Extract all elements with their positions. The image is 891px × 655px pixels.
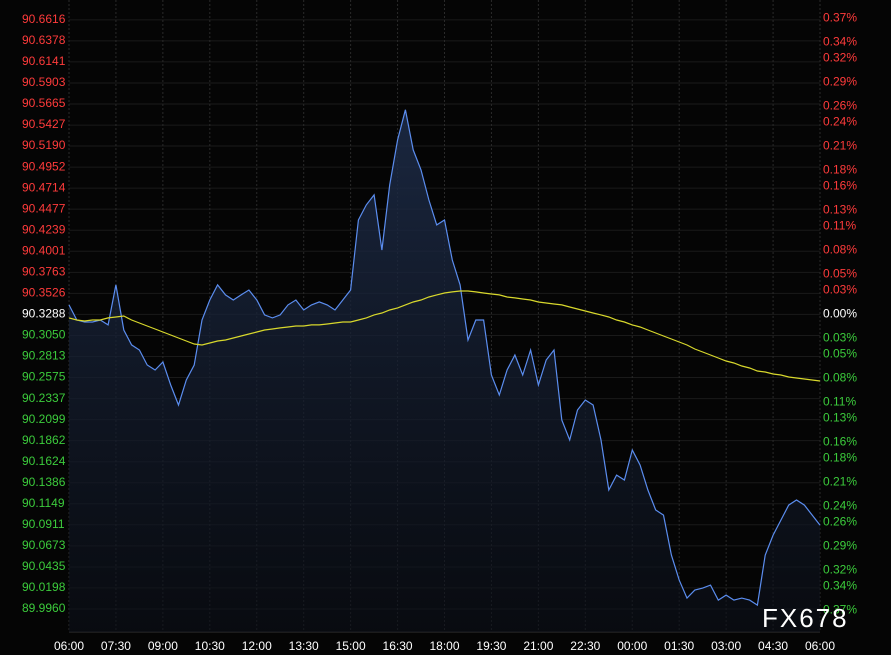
y2-tick-label: 0.29% [823,75,857,89]
y-tick-label: 90.0673 [22,538,66,552]
x-tick-label: 22:30 [570,639,600,653]
y2-tick-label: 0.21% [823,475,857,489]
line [68,290,821,382]
y-tick-label: 90.6616 [22,12,66,26]
y2-tick-label: 0.03% [823,331,857,345]
y2-tick-label: 0.05% [823,347,857,361]
y-tick-label: 90.5665 [22,96,66,110]
y-tick-label: 90.3763 [22,265,66,279]
y-tick-label: 90.6141 [22,54,66,68]
y-tick-label: 90.5903 [22,75,66,89]
y2-tick-label: 0.37% [823,603,857,617]
y2-tick-label: 0.18% [823,163,857,177]
x-tick-label: 06:00 [54,639,84,653]
y2-tick-label: 0.08% [823,371,857,385]
y-tick-label: 90.0911 [22,517,65,531]
y-tick-label: 90.1624 [22,454,66,468]
y2-tick-label: 0.32% [823,51,857,65]
y-tick-label: 90.2813 [22,349,66,363]
y-tick-label: 90.2099 [22,412,66,426]
x-tick-label: 07:30 [101,639,131,653]
y2-tick-label: 0.37% [823,11,857,25]
y-tick-label: 90.2337 [22,391,66,405]
y-tick-label: 90.2575 [22,370,66,384]
y-tick-label: 90.4952 [22,159,66,173]
y-tick-label: 90.4001 [22,243,66,257]
x-tick-label: 06:00 [805,639,835,653]
y2-tick-label: 0.32% [823,563,857,577]
x-tick-label: 03:00 [711,639,741,653]
y-tick-label: 90.1862 [22,433,66,447]
y2-tick-label: 0.13% [823,411,857,425]
y-tick-label: 90.0198 [22,580,66,594]
y2-tick-label: 0.16% [823,179,857,193]
y2-tick-label: 0.13% [823,203,857,217]
x-tick-label: 16:30 [383,639,413,653]
x-tick-label: 12:00 [242,639,272,653]
area [69,109,820,633]
y2-tick-label: 0.16% [823,435,857,449]
y2-tick-label: 0.29% [823,539,857,553]
y-tick-label: 90.5427 [22,117,66,131]
x-tick-label: 09:00 [148,639,178,653]
line [68,109,821,607]
y-tick-label: 90.3526 [22,286,66,300]
x-tick-label: 00:00 [617,639,647,653]
y-tick-label: 90.5190 [22,138,66,152]
y2-tick-label: 0.11% [823,219,856,233]
x-tick-label: 19:30 [476,639,506,653]
y2-tick-label: 0.00% [823,307,857,321]
y2-tick-label: 0.11% [823,395,856,409]
y2-tick-label: 0.18% [823,451,857,465]
y-tick-label: 90.4714 [22,180,66,194]
y-tick-label: 90.4477 [22,201,66,215]
x-tick-label: 18:00 [429,639,459,653]
y-tick-label: 90.4239 [22,222,66,236]
y2-tick-label: 0.26% [823,99,857,113]
y2-tick-label: 0.21% [823,139,857,153]
y2-tick-label: 0.08% [823,243,857,257]
y2-tick-label: 0.34% [823,35,857,49]
x-tick-label: 10:30 [195,639,225,653]
watermark: FX678 [762,603,849,633]
y2-tick-label: 0.24% [823,499,857,513]
x-tick-label: 04:30 [758,639,788,653]
y-tick-label: 90.0435 [22,559,66,573]
x-tick-label: 15:00 [336,639,366,653]
y-tick-label: 90.6378 [22,33,66,47]
y2-tick-label: 0.24% [823,115,857,129]
x-tick-label: 21:00 [523,639,553,653]
y-tick-label: 90.3050 [22,328,66,342]
y2-tick-label: 0.03% [823,283,857,297]
y2-tick-label: 0.05% [823,267,857,281]
y-tick-label: 89.9960 [22,601,66,615]
x-tick-label: 13:30 [289,639,319,653]
x-tick-label: 01:30 [664,639,694,653]
y-tick-label: 90.1149 [22,496,65,510]
y-tick-label: 90.3288 [22,307,66,321]
y2-tick-label: 0.34% [823,579,857,593]
y-tick-label: 90.1386 [22,475,66,489]
y2-tick-label: 0.26% [823,515,857,529]
